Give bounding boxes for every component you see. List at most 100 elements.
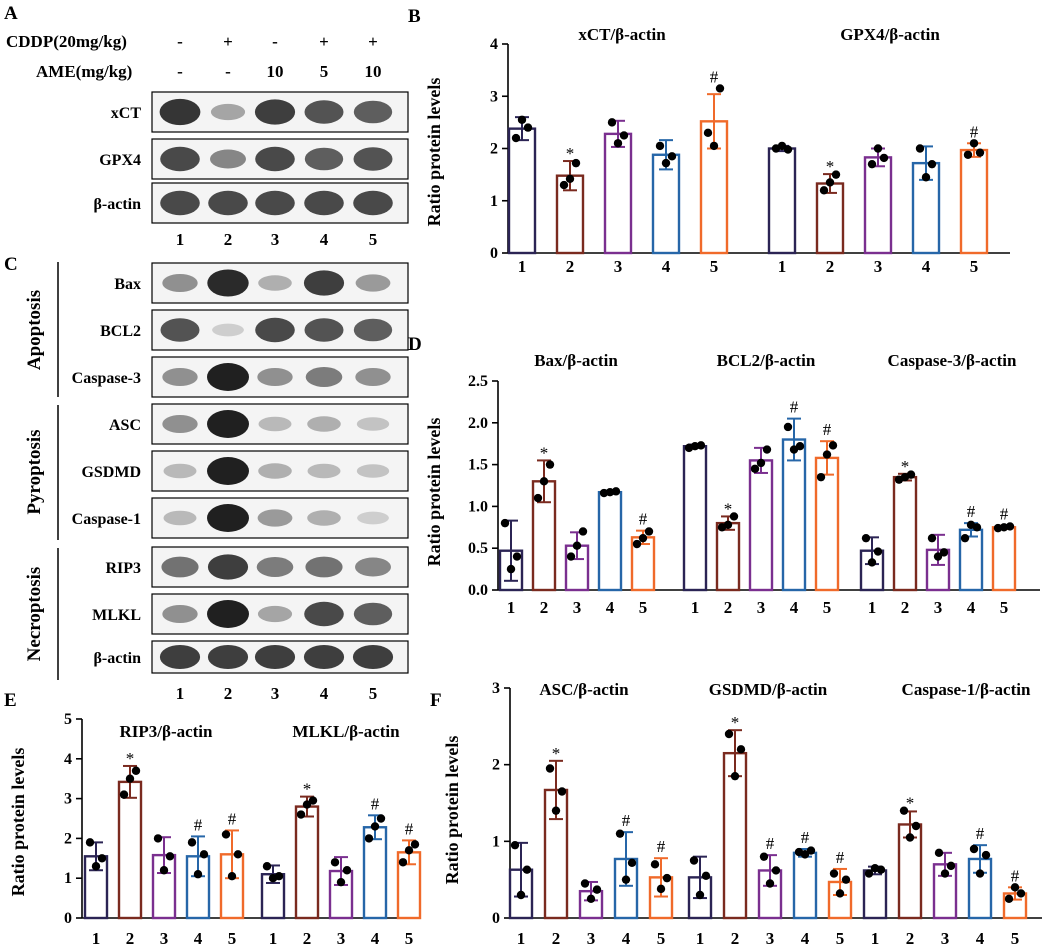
- condition-value: +: [223, 32, 233, 51]
- x-tick-label: 4: [662, 257, 671, 276]
- significance-star: *: [552, 744, 561, 763]
- bar: [603, 132, 633, 255]
- x-tick-label: 4: [194, 929, 203, 948]
- x-tick-label: 1: [871, 929, 880, 948]
- blot-band: [305, 556, 343, 578]
- bar: [767, 147, 797, 255]
- bar: [815, 182, 845, 255]
- significance-hash: #: [790, 398, 799, 417]
- data-point: [972, 523, 982, 532]
- data-point: [873, 547, 883, 556]
- data-point: [800, 850, 810, 859]
- data-point: [592, 885, 602, 894]
- bar: [781, 438, 807, 592]
- x-tick-label: 1: [696, 929, 705, 948]
- x-tick-label: 5: [1000, 598, 1009, 617]
- data-point: [939, 548, 949, 557]
- group-title: Caspase-3/β-actin: [888, 351, 1017, 370]
- band-label: GPX4: [99, 152, 141, 169]
- x-tick-label: 3: [874, 257, 883, 276]
- significance-star: *: [303, 780, 312, 799]
- x-tick-label: 1: [691, 598, 700, 617]
- y-tick-label: 1: [490, 193, 498, 210]
- chart-panel-d: 0.0 0.5 1.0 1.5 2.0 2.5 Ratio protein levels Ba…: [424, 351, 1040, 617]
- group-label-pyroptosis: Pyroptosis: [24, 429, 45, 514]
- data-point: [580, 879, 590, 888]
- bar: [294, 805, 320, 920]
- group-title: GPX4/β-actin: [840, 25, 940, 44]
- data-point: [1005, 522, 1015, 531]
- blot-band: [207, 504, 249, 532]
- significance-hash: #: [405, 819, 414, 838]
- band-label: Bax: [114, 276, 141, 293]
- x-tick-label: 1: [507, 598, 516, 617]
- blot-strips: Bax BCL2 Caspase-3 ASC GSDMD Caspase-1 RIP3 MLK…: [72, 262, 409, 674]
- data-point: [533, 493, 543, 503]
- band-label: ASC: [109, 417, 141, 434]
- significance-hash: #: [976, 824, 985, 843]
- bar: [748, 459, 774, 592]
- blot-band: [257, 509, 293, 527]
- bar: [792, 851, 818, 920]
- data-point: [296, 810, 306, 819]
- blot-band: [254, 99, 296, 125]
- data-point: [975, 869, 985, 878]
- group-title: BCL2/β-actin: [717, 351, 816, 370]
- x-tick-label: 3: [573, 598, 582, 617]
- x-tick-label: 2: [901, 598, 910, 617]
- x-tick-label: 5: [228, 929, 237, 948]
- data-point: [302, 800, 312, 809]
- lane-number: 1: [176, 230, 185, 249]
- significance-hash: #: [766, 834, 775, 853]
- data-point: [724, 729, 734, 739]
- group-title: ASC/β-actin: [539, 680, 629, 699]
- data-point: [762, 445, 772, 454]
- blot-band: [161, 556, 199, 578]
- blot-band: [356, 417, 390, 431]
- bar: [863, 156, 893, 255]
- data-point: [969, 844, 979, 854]
- y-axis-label: Ratio protein levels: [424, 418, 444, 567]
- blot-band: [207, 600, 249, 628]
- bar: [959, 148, 989, 255]
- blot-band: [162, 367, 198, 387]
- x-tick-label: 5: [836, 929, 845, 948]
- x-tick-label: 1: [269, 929, 278, 948]
- data-point: [193, 870, 203, 879]
- significance-star: *: [724, 499, 733, 518]
- significance-hash: #: [836, 848, 845, 867]
- data-point: [510, 840, 520, 850]
- data-point: [873, 144, 883, 153]
- data-point: [370, 822, 380, 831]
- x-tick-label: 2: [552, 929, 561, 948]
- data-point: [119, 790, 129, 799]
- blot-band: [212, 323, 244, 337]
- y-tick-label: 1: [492, 833, 500, 850]
- blot-band: [257, 367, 293, 387]
- data-point: [398, 858, 408, 867]
- significance-star: *: [906, 794, 915, 813]
- significance-hash: #: [967, 502, 976, 521]
- bar: [862, 869, 888, 920]
- data-point: [723, 520, 733, 529]
- data-point: [153, 834, 163, 843]
- data-point: [829, 869, 839, 878]
- data-point: [662, 873, 672, 883]
- data-point: [165, 852, 175, 861]
- significance-hash: #: [639, 510, 648, 529]
- y-tick-label: 2.0: [468, 415, 488, 432]
- data-point: [825, 178, 835, 187]
- x-tick-label: 5: [405, 929, 414, 948]
- y-axis-label: Ratio protein levels: [424, 78, 444, 227]
- blot-band: [207, 269, 249, 297]
- panel-letter-c: C: [4, 254, 18, 275]
- blot-band: [160, 190, 200, 216]
- y-tick-label: 2: [492, 757, 500, 774]
- data-point: [221, 830, 231, 839]
- blot-band: [352, 645, 394, 669]
- blot-band: [254, 645, 296, 669]
- data-point: [627, 858, 637, 867]
